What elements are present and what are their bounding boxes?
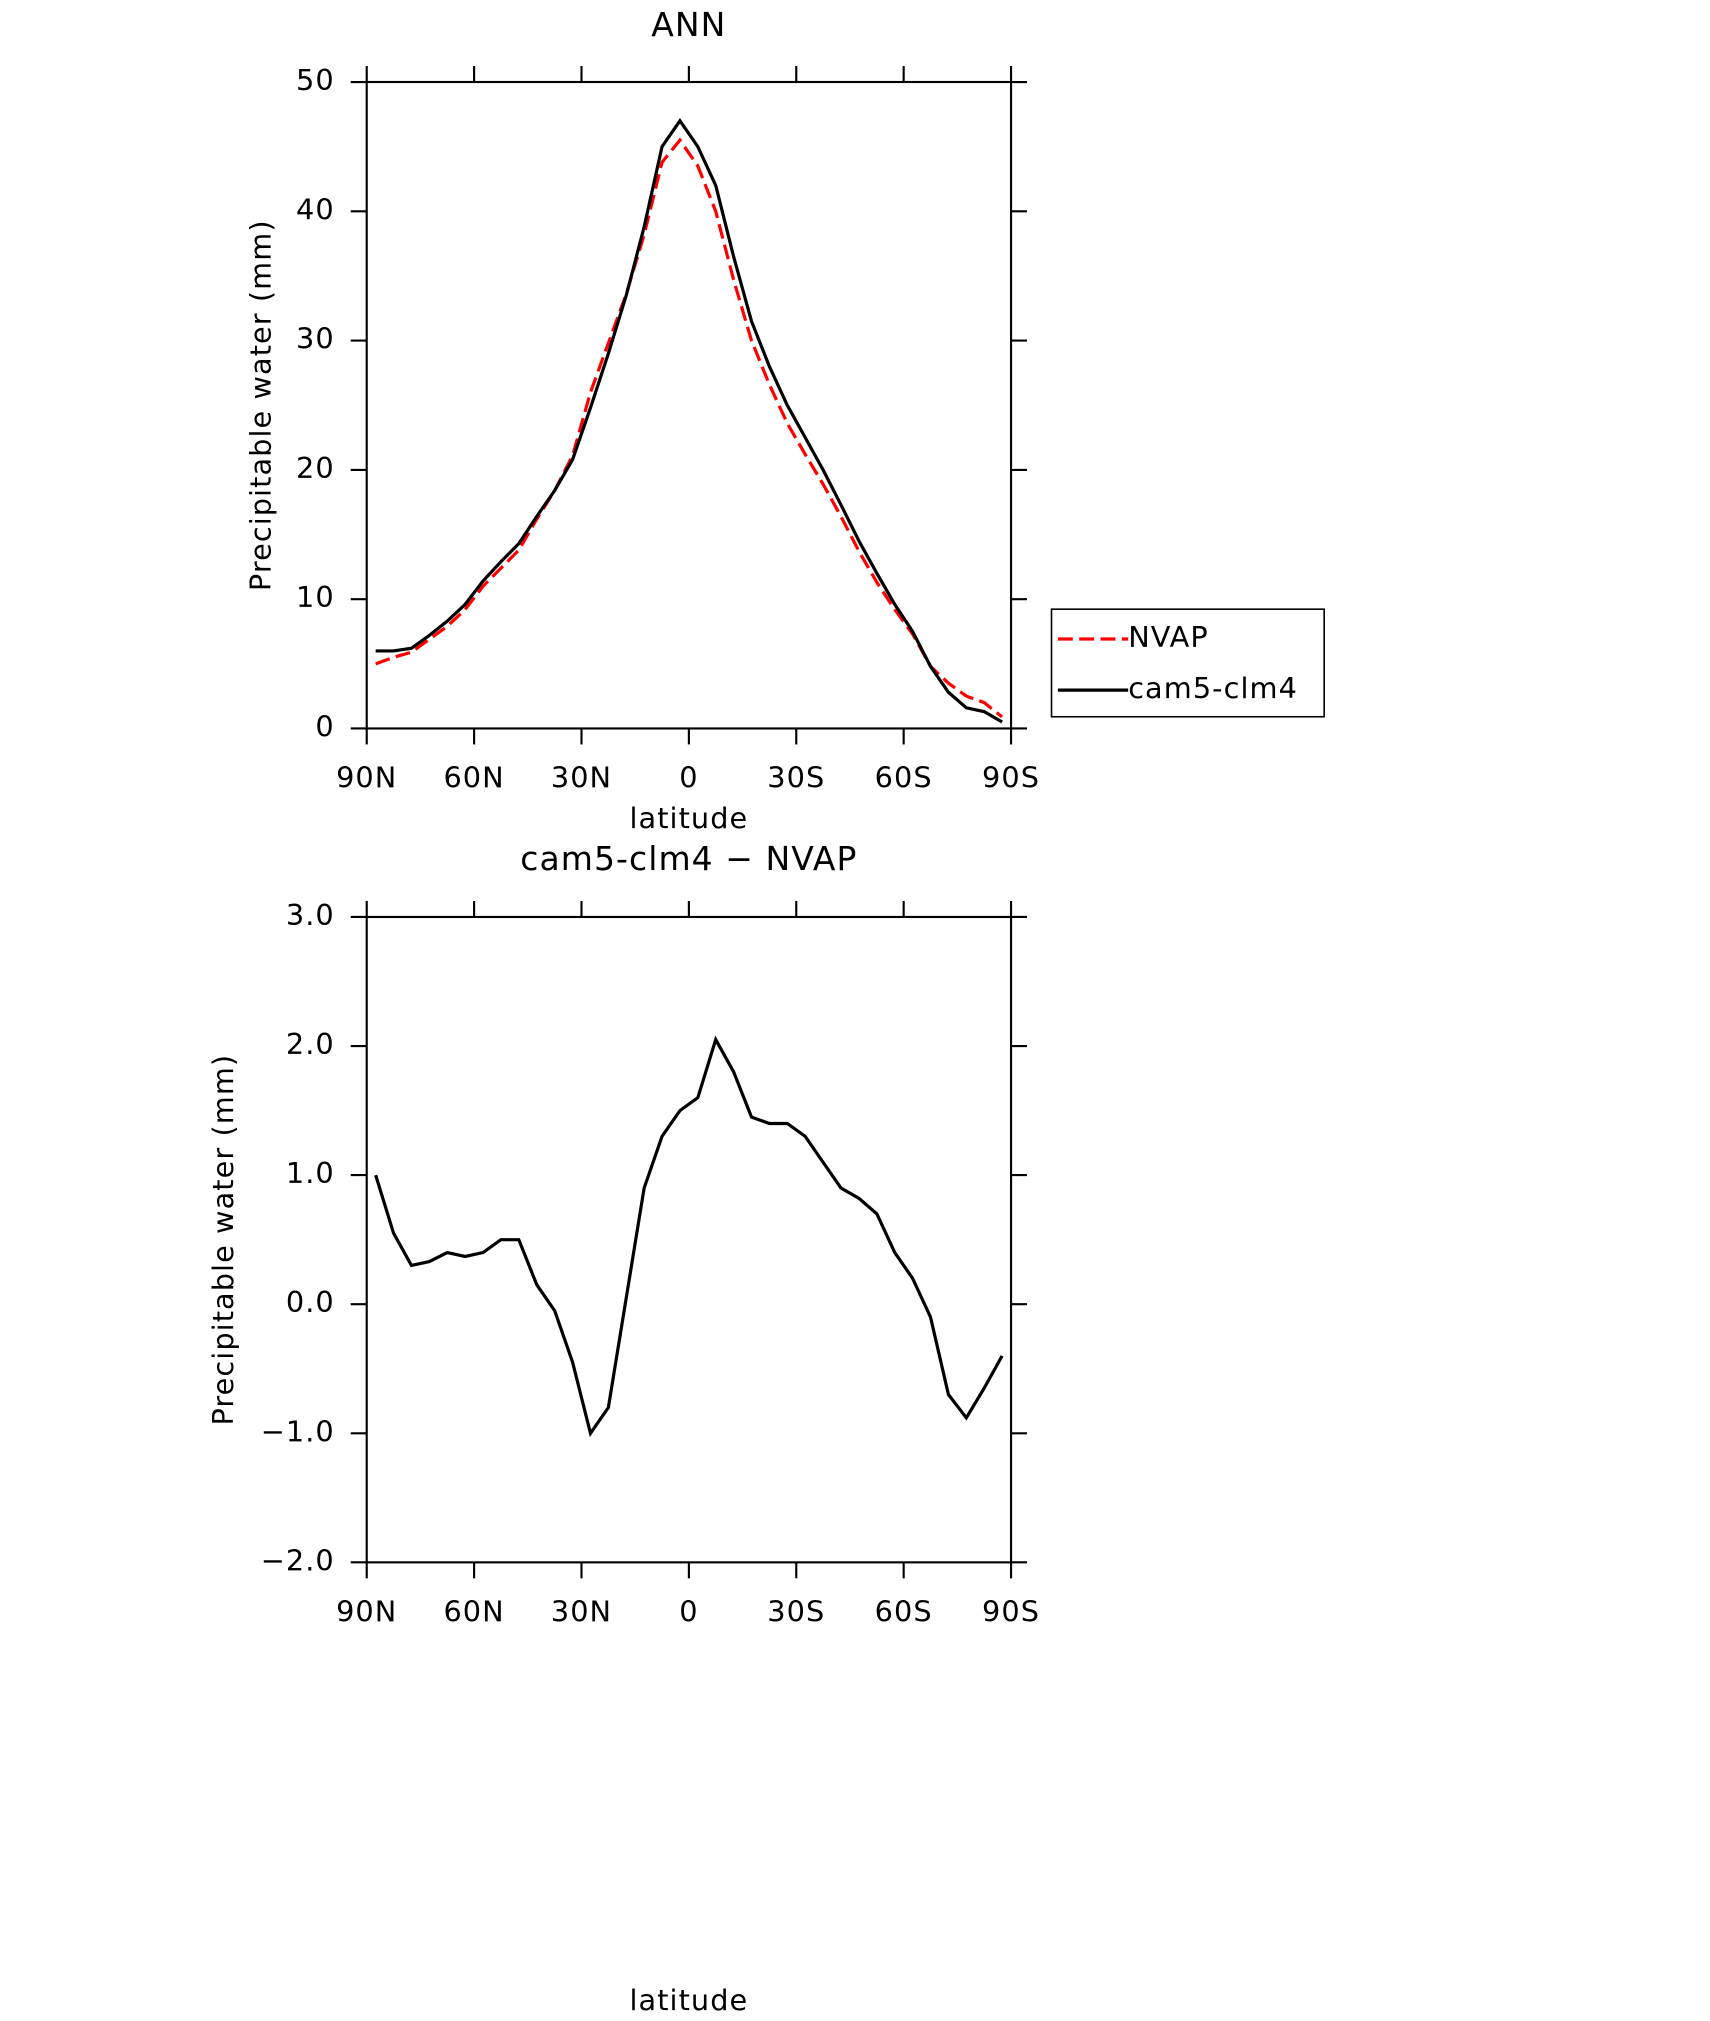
x-tick-label: 30S (767, 761, 825, 795)
x-tick-label: 0 (679, 1594, 698, 1628)
legend-label: cam5-clm4 (1128, 671, 1298, 705)
x-tick-label: 30S (767, 1594, 825, 1628)
data-line (374, 1035, 1004, 1438)
x-tick-label: 30N (551, 761, 612, 795)
legend-box (1050, 608, 1325, 718)
y-tick-label: 50 (296, 63, 335, 97)
y-tick-label: 0.0 (286, 1285, 335, 1319)
x-tick-label: 60N (443, 761, 504, 795)
plot-group: ANN latitude Precipitable water (mm) 0 10 20 3… (206, 5, 1325, 2017)
y-tick-label: 0 (315, 709, 334, 743)
x-tick-label: 90S (982, 761, 1040, 795)
y-tick-label: 40 (296, 192, 335, 226)
y-axis-label: Precipitable water (mm) (243, 219, 277, 591)
x-tick-label: 90N (336, 1594, 397, 1628)
y-tick-label: 30 (296, 322, 335, 356)
chart-title: ANN (651, 5, 726, 44)
x-tick-label: 60S (875, 761, 933, 795)
x-axis-label: latitude (629, 801, 748, 835)
legend-label: NVAP (1128, 620, 1209, 654)
y-tick-label: 20 (296, 451, 335, 485)
data-line (375, 117, 1003, 724)
y-tick-label: −2.0 (261, 1543, 335, 1577)
x-tick-label: 90N (336, 761, 397, 795)
plot-frame (365, 915, 1013, 1564)
y-tick-label: 10 (296, 580, 335, 614)
x-axis-label: latitude (629, 1983, 748, 2017)
x-tick-label: 60S (875, 1594, 933, 1628)
y-tick-label: 2.0 (286, 1027, 335, 1061)
y-tick-label: −1.0 (261, 1414, 335, 1448)
data-line (375, 137, 1004, 719)
chart-title: cam5-clm4 − NVAP (520, 839, 857, 878)
x-tick-label: 30N (551, 1594, 612, 1628)
x-tick-label: 60N (443, 1594, 504, 1628)
y-tick-label: 1.0 (286, 1156, 335, 1190)
x-tick-label: 0 (679, 761, 698, 795)
y-tick-label: 3.0 (286, 898, 335, 932)
y-axis-label: Precipitable water (mm) (206, 1054, 240, 1426)
x-tick-label: 90S (982, 1594, 1040, 1628)
